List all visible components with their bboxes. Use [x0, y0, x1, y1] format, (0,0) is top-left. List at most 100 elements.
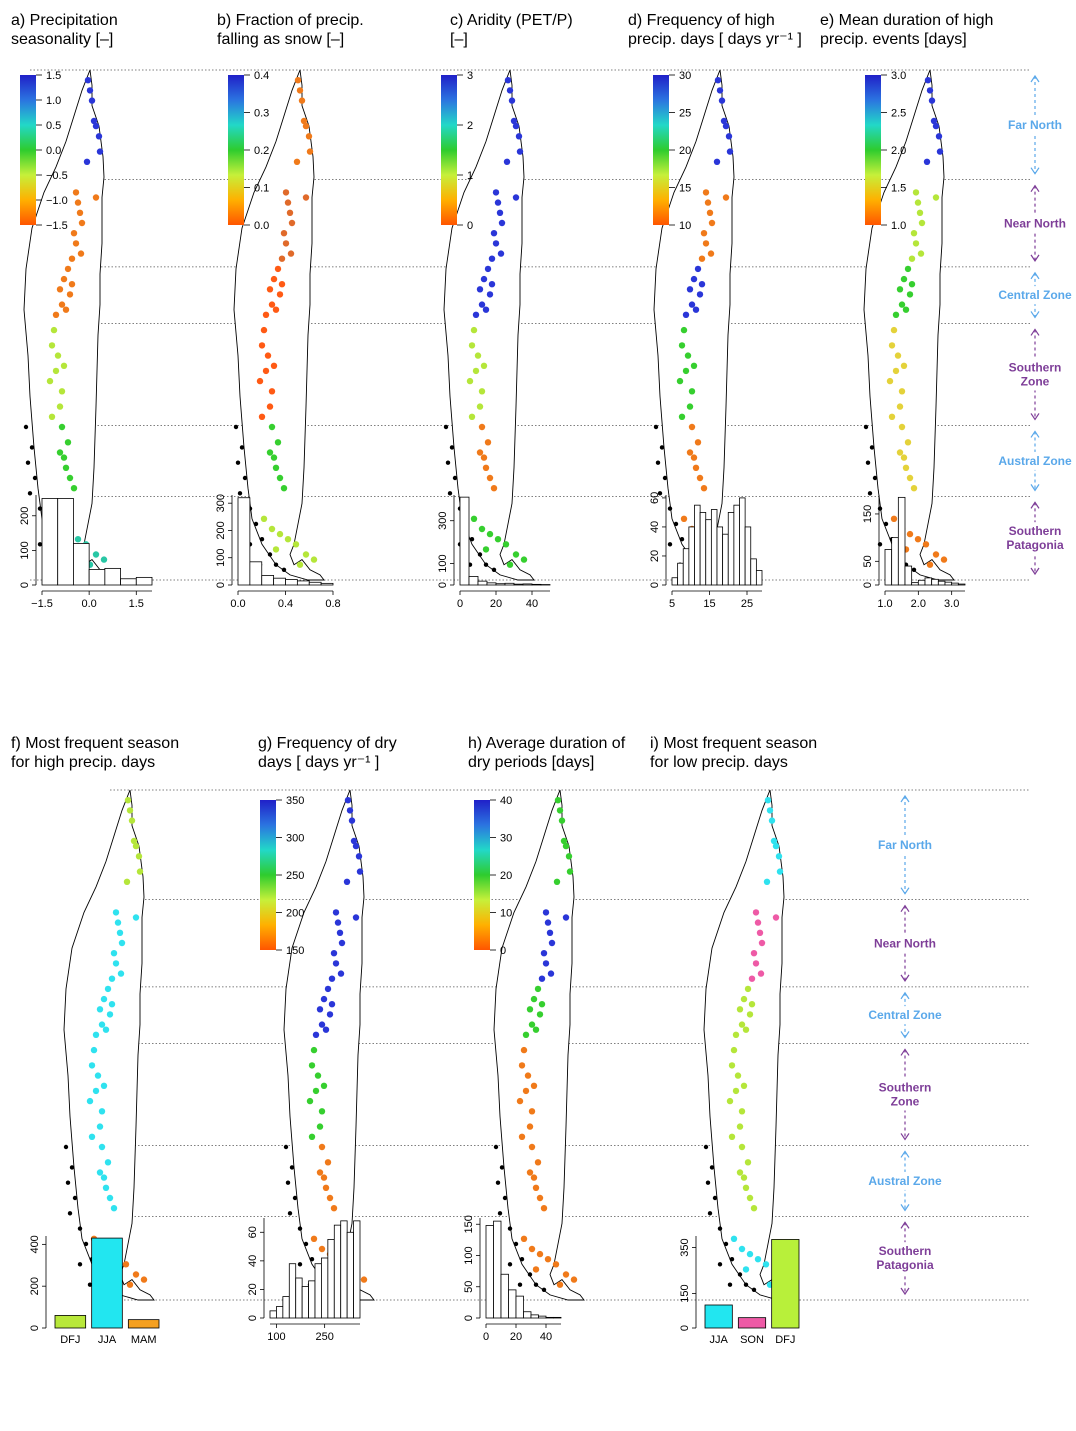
station-point	[692, 464, 700, 471]
station-point	[906, 291, 914, 298]
panels: a) Precipitation seasonality [–] 1.5 1.0 0.5…	[11, 12, 993, 1346]
station-point	[738, 1021, 746, 1028]
station-point	[270, 275, 278, 283]
station-point	[268, 423, 276, 431]
arrow-up-icon	[900, 1150, 910, 1158]
station-point	[337, 970, 345, 977]
station-point	[478, 525, 486, 533]
station-point	[734, 1072, 742, 1079]
island-mark	[727, 1282, 733, 1287]
hist-bar	[276, 1306, 284, 1319]
hist-bar	[722, 533, 729, 586]
station-point	[95, 133, 103, 140]
station-point	[482, 546, 490, 553]
station-point	[680, 326, 688, 334]
station-point	[58, 388, 66, 395]
station-point	[900, 362, 908, 369]
hist-y-tick-label: 0	[463, 1315, 475, 1321]
station-point	[287, 250, 295, 257]
hist-bar	[57, 498, 74, 586]
station-point	[676, 377, 684, 385]
station-point	[123, 878, 131, 885]
hist-y-tick-label: 50	[463, 1281, 475, 1293]
station-point	[100, 1082, 108, 1090]
station-point	[544, 1256, 552, 1263]
station-point	[302, 122, 310, 130]
station-point	[936, 148, 944, 155]
island-mark	[502, 1195, 508, 1201]
station-point	[98, 1021, 106, 1028]
station-point	[522, 1087, 530, 1095]
station-point	[894, 352, 902, 359]
panel-title: precip. days [ days yr⁻¹ ]	[628, 31, 802, 48]
island-mark	[267, 552, 273, 557]
hist-bar	[261, 575, 275, 586]
station-point	[62, 306, 70, 313]
station-point	[680, 515, 688, 522]
chile-map-outline	[283, 789, 375, 1301]
station-point	[706, 209, 714, 216]
arrow-up-icon	[1030, 271, 1040, 280]
station-point	[62, 464, 70, 471]
station-point	[526, 1123, 534, 1130]
station-point	[92, 1087, 100, 1095]
station-point	[730, 1046, 738, 1054]
hist-bar	[531, 583, 542, 586]
station-point	[692, 306, 700, 313]
station-point	[890, 515, 898, 522]
station-point	[326, 1011, 334, 1018]
station-point	[56, 403, 64, 410]
panel-i: i) Most frequent season for low precip. d…	[650, 735, 817, 1346]
station-point	[520, 556, 528, 563]
arrow-up-icon	[1030, 328, 1040, 336]
hist-bar	[530, 1314, 539, 1319]
hist-x-tick-label: DFJ	[60, 1334, 80, 1346]
panel-title: d) Frequency of high	[628, 12, 775, 29]
island-mark	[709, 1165, 715, 1170]
hist-bar	[314, 1263, 322, 1319]
station-point	[66, 474, 74, 482]
island-mark	[242, 475, 248, 481]
station-point	[314, 1072, 322, 1079]
hist-bar	[296, 580, 310, 586]
station-point	[940, 556, 948, 563]
chile-map-outline	[443, 69, 535, 581]
colorbar-tick-label: 30	[679, 70, 691, 82]
station-point	[108, 1001, 116, 1008]
station-point	[344, 797, 352, 804]
station-point	[343, 878, 351, 885]
station-point	[556, 1281, 564, 1288]
station-point	[86, 87, 94, 94]
hist-x-tick-label: 0.4	[278, 598, 293, 610]
hist-x-tick-label: 0	[457, 598, 463, 610]
station-point	[266, 286, 274, 293]
station-point	[750, 950, 758, 957]
hist-bar	[269, 1310, 277, 1319]
island-mark	[655, 460, 661, 465]
zone-annotation: Near North	[989, 184, 1076, 262]
hist-bar	[677, 562, 684, 586]
station-point	[96, 1006, 104, 1013]
station-point	[742, 1026, 750, 1033]
hist-y-tick-label: 100	[215, 549, 227, 567]
station-point	[565, 853, 573, 860]
zone-annotation: Central Zone	[859, 991, 951, 1039]
station-point	[306, 148, 314, 155]
station-point	[77, 250, 85, 257]
station-point	[518, 1062, 526, 1069]
station-point	[896, 403, 904, 410]
station-point	[466, 377, 474, 385]
hist-bar	[104, 567, 121, 586]
colorbar-tick-label: 1.5	[891, 183, 906, 195]
station-point	[260, 515, 268, 522]
station-point	[736, 1169, 744, 1176]
station-point	[476, 403, 484, 410]
hist-y-tick-label: 0	[679, 1325, 691, 1331]
station-point	[288, 219, 296, 227]
station-point	[328, 1001, 336, 1008]
station-point	[904, 265, 912, 273]
station-point	[686, 449, 694, 456]
colorbar-tick-label: −1.0	[46, 195, 68, 207]
station-point	[100, 995, 108, 1003]
island-mark	[737, 1272, 743, 1277]
